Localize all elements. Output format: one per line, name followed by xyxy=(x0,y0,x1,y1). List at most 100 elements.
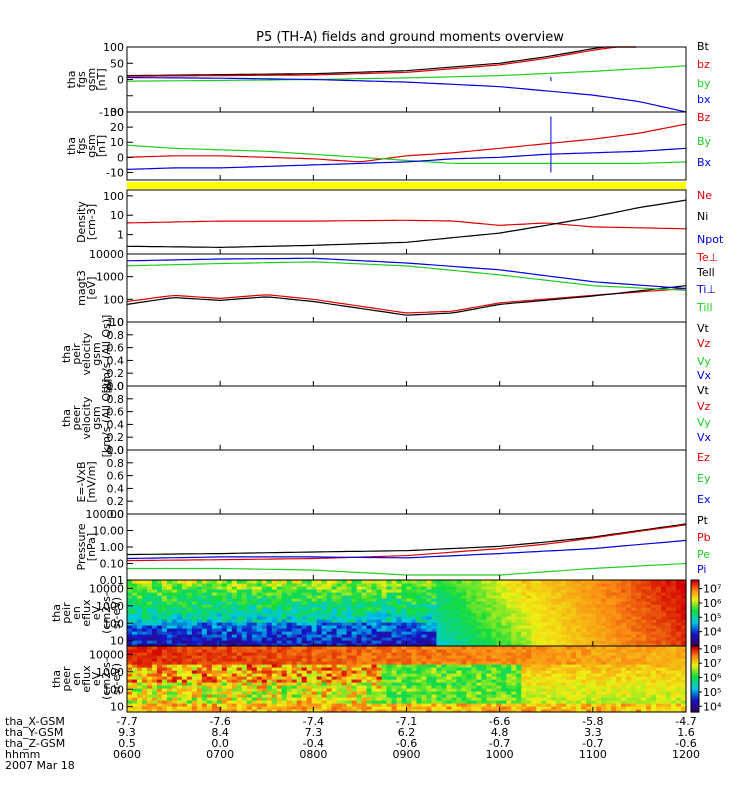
heatmap-cell xyxy=(276,604,283,608)
heatmap-cell xyxy=(661,592,667,596)
heatmap-cell xyxy=(436,667,443,671)
heatmap-cell xyxy=(506,622,512,626)
heatmap-cell xyxy=(316,700,323,704)
heatmap-cell xyxy=(551,586,557,590)
heatmap-cell xyxy=(351,607,358,611)
heatmap-cell xyxy=(511,592,517,596)
colorbar-swatch xyxy=(691,606,699,610)
heatmap-cell xyxy=(226,643,233,647)
heatmap-cell xyxy=(551,673,557,677)
heatmap-cell xyxy=(466,670,472,674)
heatmap-cell xyxy=(461,595,467,599)
heatmap-cell xyxy=(256,667,263,671)
heatmap-cell xyxy=(286,670,293,674)
heatmap-cell xyxy=(406,622,413,626)
heatmap-cell xyxy=(391,619,398,623)
heatmap-cell xyxy=(616,658,622,662)
heatmap-cell xyxy=(636,613,642,617)
heatmap-cell xyxy=(486,583,492,587)
heatmap-cell xyxy=(386,628,393,632)
heatmap-cell xyxy=(606,652,612,656)
heatmap-cell xyxy=(456,586,462,590)
heatmap-cell xyxy=(401,595,408,599)
heatmap-cell xyxy=(606,595,612,599)
heatmap-cell xyxy=(156,706,163,710)
heatmap-cell xyxy=(191,655,198,659)
heatmap-cell xyxy=(526,589,532,593)
heatmap-cell xyxy=(386,661,393,665)
heatmap-cell xyxy=(206,595,213,599)
heatmap-cell xyxy=(171,652,178,656)
heatmap-cell xyxy=(521,679,527,683)
heatmap-cell xyxy=(531,619,537,623)
heatmap-cell xyxy=(316,610,323,614)
heatmap-cell xyxy=(136,664,143,668)
heatmap-cell xyxy=(211,637,218,641)
heatmap-cell xyxy=(591,583,597,587)
heatmap-cell xyxy=(461,601,467,605)
colorbar-swatch xyxy=(691,582,699,585)
heatmap-cell xyxy=(286,628,293,632)
heatmap-cell xyxy=(586,673,592,677)
heatmap-cell xyxy=(376,685,383,689)
heatmap-cell xyxy=(341,670,348,674)
heatmap-cell xyxy=(671,643,677,647)
heatmap-cell xyxy=(451,676,458,680)
heatmap-cell xyxy=(571,613,577,617)
heatmap-cell xyxy=(466,646,472,650)
heatmap-cell xyxy=(396,601,403,605)
heatmap-cell xyxy=(151,589,158,593)
heatmap-cell xyxy=(546,643,552,647)
heatmap-cell xyxy=(536,664,542,668)
heatmap-cell xyxy=(161,709,168,713)
heatmap-cell xyxy=(421,700,428,704)
heatmap-cell xyxy=(251,613,258,617)
heatmap-cell xyxy=(416,679,423,683)
heatmap-cell xyxy=(561,649,567,653)
heatmap-cell xyxy=(531,595,537,599)
heatmap-cell xyxy=(256,604,263,608)
heatmap-cell xyxy=(636,601,642,605)
heatmap-cell xyxy=(496,688,502,692)
heatmap-cell xyxy=(226,613,233,617)
heatmap-cell xyxy=(346,691,353,695)
heatmap-cell xyxy=(151,685,158,689)
heatmap-cell xyxy=(266,703,273,707)
heatmap-cell xyxy=(446,607,453,611)
heatmap-cell xyxy=(611,649,617,653)
heatmap-cell xyxy=(351,655,358,659)
heatmap-cell xyxy=(416,655,423,659)
heatmap-cell xyxy=(611,679,617,683)
heatmap-cell xyxy=(581,634,587,638)
heatmap-cell xyxy=(246,697,253,701)
heatmap-cell xyxy=(516,703,522,707)
heatmap-cell xyxy=(436,631,443,635)
heatmap-cell xyxy=(501,682,507,686)
heatmap-cell xyxy=(641,643,647,647)
heatmap-cell xyxy=(176,580,183,584)
heatmap-cell xyxy=(296,691,303,695)
heatmap-cell xyxy=(176,610,183,614)
heatmap-cell xyxy=(651,631,657,635)
heatmap-cell xyxy=(541,667,547,671)
heatmap-cell xyxy=(621,583,627,587)
heatmap-cell xyxy=(146,664,153,668)
heatmap-cell xyxy=(176,586,183,590)
heatmap-cell xyxy=(166,580,173,584)
heatmap-cell xyxy=(671,586,677,590)
heatmap-cell xyxy=(146,625,153,629)
heatmap-cell xyxy=(356,583,363,587)
heatmap-cell xyxy=(476,622,482,626)
heatmap-cell xyxy=(146,706,153,710)
heatmap-cell xyxy=(491,622,497,626)
heatmap-cell xyxy=(366,706,373,710)
heatmap-cell xyxy=(611,643,617,647)
heatmap-cell xyxy=(201,673,208,677)
heatmap-cell xyxy=(386,697,393,701)
heatmap-cell xyxy=(491,703,497,707)
heatmap-cell xyxy=(231,661,238,665)
heatmap-cell xyxy=(316,664,323,668)
heatmap-cell xyxy=(426,586,433,590)
heatmap-cell xyxy=(341,601,348,605)
